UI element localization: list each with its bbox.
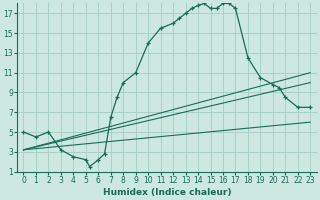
X-axis label: Humidex (Indice chaleur): Humidex (Indice chaleur) [103, 188, 231, 197]
